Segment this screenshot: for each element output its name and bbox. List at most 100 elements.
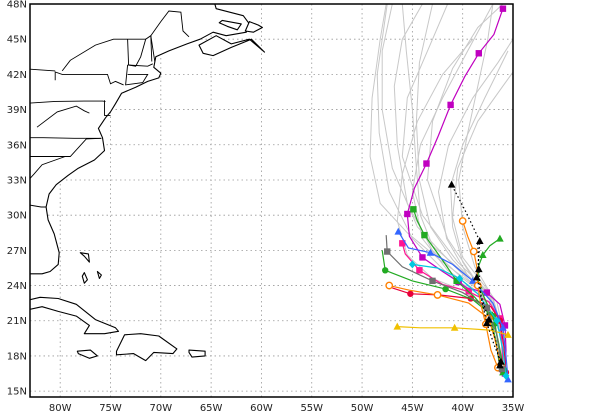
track-marker-triangle: [393, 322, 402, 330]
lat-tick-label: 45N: [7, 35, 27, 46]
track-marker-triangle: [394, 227, 403, 235]
state-boundary: [36, 105, 90, 128]
track-marker-square: [421, 231, 428, 239]
track-marker-triangle: [468, 276, 477, 284]
lon-tick-label: 80W: [49, 403, 72, 414]
track-marker-triangle: [497, 357, 505, 365]
track-black: [474, 243, 505, 365]
track-marker-square: [416, 267, 423, 274]
track-blue: [394, 227, 512, 383]
lon-tick-label: 35W: [502, 403, 525, 414]
state-boundary: [30, 137, 102, 139]
track-marker-circle: [382, 267, 389, 274]
track-marker-triangle: [472, 273, 481, 281]
track-marker-ring: [385, 281, 394, 290]
track-marker-square: [498, 365, 506, 373]
track-marker-square: [410, 206, 417, 213]
track-marker-diamond: [493, 316, 501, 325]
lat-tick-label: 24N: [7, 281, 27, 292]
lon-tick-label: 75W: [99, 403, 122, 414]
track-marker-triangle: [426, 248, 435, 256]
track-marker-diamond: [456, 274, 464, 283]
lon-tick-label: 70W: [150, 403, 173, 414]
state-boundary: [104, 100, 111, 116]
state-boundary: [150, 10, 190, 62]
land-outlines: [30, 4, 266, 362]
track-marker-square: [475, 50, 482, 57]
track-marker-square: [429, 277, 436, 285]
lon-tick-label: 55W: [300, 403, 323, 414]
lat-tick-label: 21N: [7, 316, 27, 327]
track-cyan: [408, 260, 510, 380]
lat-tick-label: 48N: [7, 0, 27, 11]
coastline: [96, 270, 102, 280]
track-gray: [384, 235, 506, 373]
track-line: [389, 285, 502, 366]
state-boundary: [30, 68, 56, 72]
track-marker-ring: [458, 217, 467, 225]
lon-tick-label: 65W: [200, 403, 223, 414]
track-marker-triangle: [479, 251, 487, 259]
lon-tick-label: 50W: [351, 403, 374, 414]
lat-tick-label: 42N: [7, 70, 27, 81]
track-marker-square: [423, 160, 430, 167]
latitude-labels: 48N 45N 42N 39N 36N 33N 30N 27N 24N 21N 18N 15N: [7, 0, 27, 398]
lat-tick-label: 18N: [7, 351, 27, 362]
coastline: [76, 349, 98, 359]
track-marker-square: [483, 304, 491, 312]
lat-tick-label: 33N: [7, 175, 27, 186]
coastline: [244, 21, 263, 33]
track-marker-triangle: [475, 236, 484, 244]
track-marker-triangle: [496, 234, 504, 242]
track-marker-triangle: [483, 319, 491, 327]
track-marker-diamond: [502, 371, 510, 380]
track-marker-triangle: [504, 330, 512, 338]
coastline: [81, 272, 88, 284]
lon-tick-label: 45W: [401, 403, 424, 414]
track-marker-circle: [442, 285, 449, 293]
model-tracks: [381, 5, 512, 383]
track-marker-ring: [469, 247, 478, 256]
track-marker-triangle: [496, 361, 504, 369]
coastline: [30, 4, 250, 275]
track-marker-square: [501, 322, 509, 329]
state-boundary: [125, 64, 149, 86]
lon-tick-label: 60W: [250, 403, 273, 414]
track-marker-square: [384, 248, 391, 255]
lat-tick-label: 15N: [7, 387, 27, 398]
state-boundary: [61, 38, 146, 72]
lat-tick-label: 36N: [7, 140, 27, 151]
coastline: [198, 35, 266, 57]
track-marker-triangle: [504, 375, 512, 383]
track-marker-triangle: [499, 323, 507, 331]
track-marker-square: [399, 240, 406, 247]
coastline: [115, 333, 178, 362]
lon-tick-label: 40W: [451, 403, 474, 414]
lat-tick-label: 27N: [7, 246, 27, 257]
track-marker-triangle: [474, 265, 483, 273]
longitude-labels: 80W 75W 70W 65W 60W 55W 50W 45W 40W 35W: [49, 403, 525, 414]
track-marker-circle: [407, 290, 414, 297]
coastline: [218, 19, 242, 31]
lat-tick-label: 30N: [7, 211, 27, 222]
track-marker-triangle: [447, 180, 456, 188]
state-boundary: [30, 156, 66, 180]
state-boundary: [54, 71, 124, 86]
track-black: [447, 180, 504, 369]
track-marker-square: [447, 101, 454, 109]
track-line: [406, 8, 507, 374]
track-marker-square: [483, 289, 491, 296]
track-marker-square: [404, 210, 411, 218]
track-marker-triangle: [450, 323, 459, 331]
track-line: [451, 184, 501, 366]
map-frame: [29, 3, 514, 398]
track-marker-square: [453, 277, 460, 285]
track-line: [477, 243, 502, 363]
coastline: [30, 296, 120, 335]
track-marker-square: [499, 5, 507, 12]
state-boundary: [127, 63, 153, 67]
track-line: [412, 263, 507, 376]
lat-tick-label: 39N: [7, 105, 27, 116]
coastline: [79, 252, 90, 263]
